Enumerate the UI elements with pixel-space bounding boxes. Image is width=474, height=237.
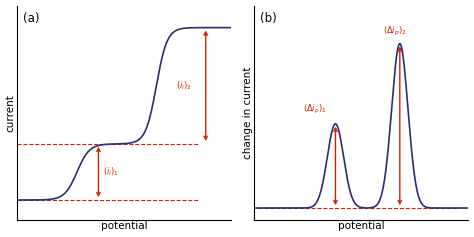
Text: $(i_l)_2$: $(i_l)_2$ xyxy=(176,79,191,92)
X-axis label: potential: potential xyxy=(101,221,147,232)
Text: (b): (b) xyxy=(260,12,277,25)
Y-axis label: current: current xyxy=(6,94,16,132)
Y-axis label: change in current: change in current xyxy=(243,67,253,159)
Text: $(\Delta i_p)_1$: $(\Delta i_p)_1$ xyxy=(303,103,327,116)
Text: $(i_l)_1$: $(i_l)_1$ xyxy=(103,166,118,178)
Text: (a): (a) xyxy=(23,12,40,25)
Text: $(\Delta i_p)_2$: $(\Delta i_p)_2$ xyxy=(383,25,406,38)
X-axis label: potential: potential xyxy=(338,221,384,232)
